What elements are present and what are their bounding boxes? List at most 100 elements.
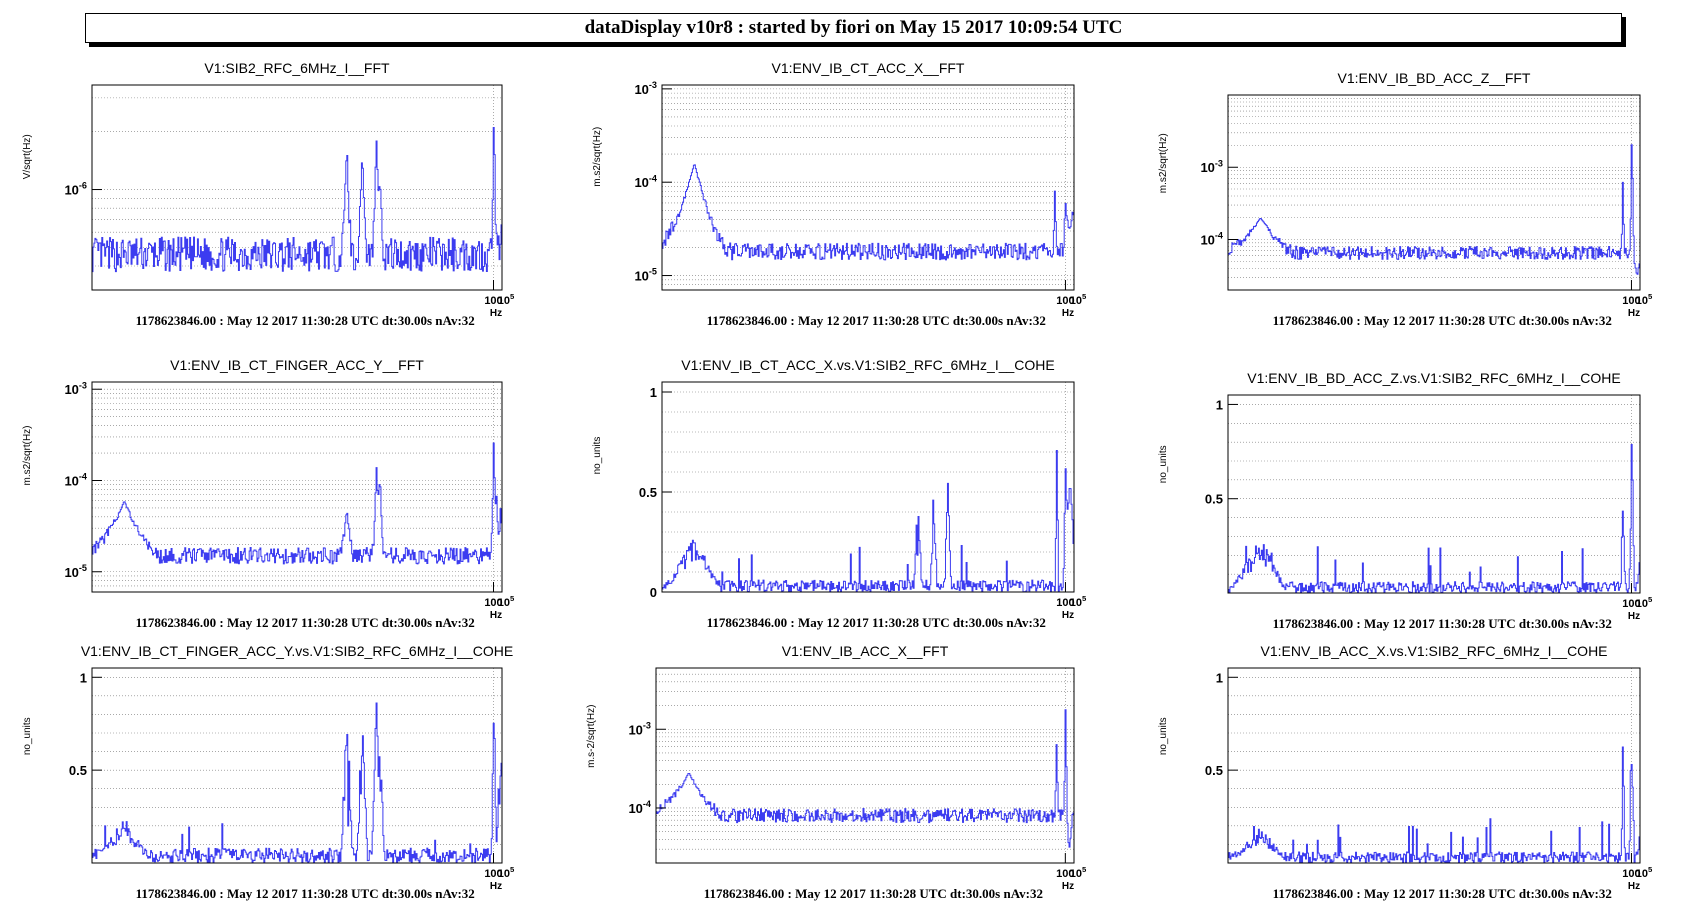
y-tick-label: 1: [80, 670, 87, 685]
x-tick-label: 105: [1636, 865, 1653, 880]
x-axis-label: Hz: [1628, 881, 1640, 892]
plot-footer: 1178623846.00 : May 12 2017 11:30:28 UTC…: [136, 313, 475, 328]
y-tick-label: 10-4: [1200, 231, 1223, 248]
spectrum-trace: [1228, 443, 1641, 594]
x-tick-label: 105: [1636, 292, 1653, 307]
x-tick-label: 105: [1636, 595, 1653, 610]
y-axis-label: no_units: [592, 437, 603, 475]
plot-title: V1:ENV_IB_CT_FINGER_ACC_Y__FFT: [170, 357, 424, 373]
x-tick-label: 105: [1070, 292, 1087, 307]
x-axis-label: Hz: [490, 610, 502, 621]
grid: [662, 382, 1074, 592]
y-axis-label: m.s2/sqrt(Hz): [592, 127, 603, 187]
spectrum-trace: [92, 442, 503, 565]
y-tick-label: 1: [1216, 670, 1223, 685]
x-tick-label: 100: [1622, 868, 1640, 880]
y-tick-label: 0.5: [69, 763, 87, 778]
y-tick-label: 10-4: [64, 472, 87, 489]
y-tick-label: 10-5: [634, 267, 657, 284]
y-tick-label: 10-5: [64, 563, 87, 580]
plot-footer: 1178623846.00 : May 12 2017 11:30:28 UTC…: [136, 615, 475, 630]
plot-frame: [1227, 394, 1641, 594]
plot-title: V1:ENV_IB_CT_ACC_X.vs.V1:SIB2_RFC_6MHz_I…: [681, 357, 1054, 373]
spectrum-trace: [662, 164, 1075, 261]
y-tick-label: 10-6: [64, 181, 87, 198]
x-tick-label: 100: [484, 868, 502, 880]
y-axis-label: no_units: [1158, 445, 1169, 483]
plot-footer: 1178623846.00 : May 12 2017 11:30:28 UTC…: [1273, 886, 1612, 901]
x-tick-label: 105: [1070, 865, 1087, 880]
spectrum-trace: [662, 450, 1075, 593]
plot-title: V1:ENV_IB_CT_FINGER_ACC_Y.vs.V1:SIB2_RFC…: [81, 643, 513, 659]
grid: [1228, 668, 1640, 863]
plot-footer: 1178623846.00 : May 12 2017 11:30:28 UTC…: [1273, 313, 1612, 328]
page-title: dataDisplay v10r8 : started by fiori on …: [85, 13, 1622, 43]
grid: [1228, 95, 1640, 290]
plot-frame: [91, 381, 503, 593]
plot-frame: [1227, 94, 1641, 291]
x-tick-label: 100: [1056, 868, 1074, 880]
grid: [92, 382, 502, 592]
x-tick-label: 105: [1070, 594, 1087, 609]
spectrum-trace: [1228, 144, 1641, 275]
plot-title: V1:ENV_IB_BD_ACC_Z__FFT: [1338, 70, 1531, 86]
x-axis-label: Hz: [1628, 611, 1640, 622]
x-axis-label: Hz: [490, 881, 502, 892]
plot-frame: [661, 381, 1075, 593]
y-tick-label: 0.5: [1205, 492, 1223, 507]
plot-title: V1:ENV_IB_BD_ACC_Z.vs.V1:SIB2_RFC_6MHz_I…: [1247, 370, 1620, 386]
grid: [92, 668, 502, 863]
plot-title: V1:ENV_IB_CT_ACC_X__FFT: [772, 60, 965, 76]
plot-footer: 1178623846.00 : May 12 2017 11:30:28 UTC…: [707, 615, 1046, 630]
y-axis-label: no_units: [22, 717, 33, 755]
x-tick-label: 105: [498, 594, 515, 609]
y-tick-label: 10-3: [1200, 158, 1223, 175]
grid: [1228, 395, 1640, 593]
y-tick-label: 10-3: [634, 80, 657, 97]
y-tick-label: 1: [650, 385, 657, 400]
y-tick-label: 0.5: [1205, 763, 1223, 778]
y-axis-label: m.s2/sqrt(Hz): [1158, 133, 1169, 193]
plot-footer: 1178623846.00 : May 12 2017 11:30:28 UTC…: [1273, 616, 1612, 631]
x-tick-label: 100: [1056, 597, 1074, 609]
spectrum-trace: [92, 127, 503, 273]
x-tick-label: 105: [498, 292, 515, 307]
x-axis-label: Hz: [1628, 308, 1640, 319]
y-axis-label: m.s-2/sqrt(Hz): [586, 705, 597, 768]
plot-frame: [91, 84, 503, 291]
y-axis-label: V/sqrt(Hz): [22, 134, 33, 179]
y-tick-label: 1: [1216, 397, 1223, 412]
plot-footer: 1178623846.00 : May 12 2017 11:30:28 UTC…: [136, 886, 475, 901]
x-tick-label: 100: [1622, 598, 1640, 610]
plot-title: V1:SIB2_RFC_6MHz_I__FFT: [204, 60, 390, 76]
plot-footer: 1178623846.00 : May 12 2017 11:30:28 UTC…: [707, 313, 1046, 328]
y-tick-label: 0: [650, 585, 657, 600]
plot-frame: [661, 84, 1075, 291]
plot-frame: [655, 667, 1075, 864]
y-tick-label: 0.5: [639, 485, 657, 500]
y-tick-label: 10-4: [634, 173, 657, 190]
plot-frame: [1227, 667, 1641, 864]
x-tick-label: 105: [498, 865, 515, 880]
y-tick-label: 10-3: [628, 720, 651, 737]
x-axis-label: Hz: [1062, 881, 1074, 892]
spectrum-trace: [656, 709, 1075, 848]
x-tick-label: 100: [484, 295, 502, 307]
plot-footer: 1178623846.00 : May 12 2017 11:30:28 UTC…: [704, 886, 1043, 901]
spectrum-trace: [92, 702, 503, 864]
plot-title: V1:ENV_IB_ACC_X__FFT: [782, 643, 949, 659]
x-tick-label: 100: [1056, 295, 1074, 307]
grid: [662, 85, 1074, 290]
plot-frame: [91, 667, 503, 864]
x-axis-label: Hz: [490, 308, 502, 319]
y-tick-label: 10-4: [628, 799, 651, 816]
